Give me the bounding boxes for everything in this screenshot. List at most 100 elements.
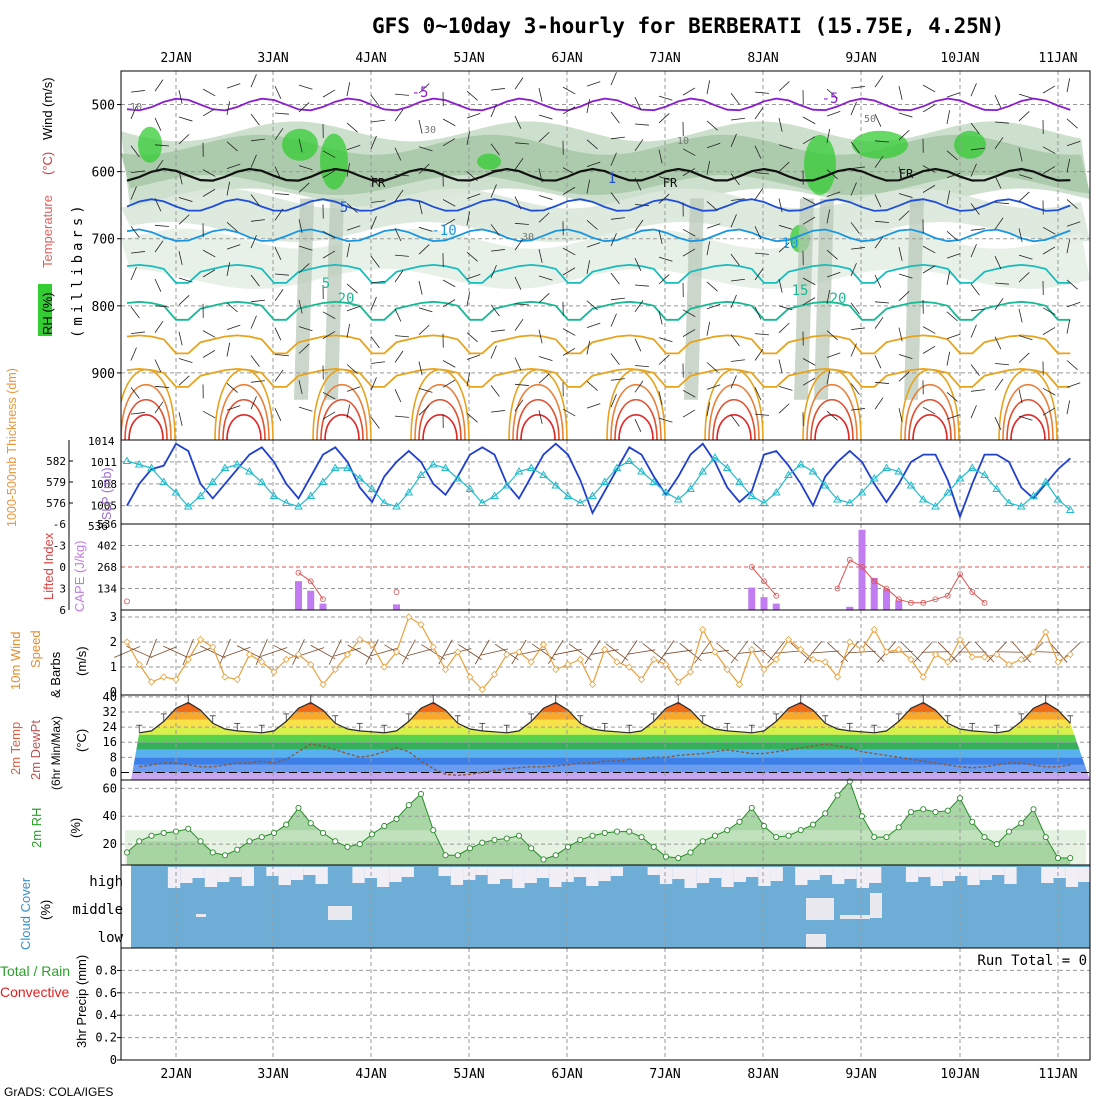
rh-marker xyxy=(296,805,301,810)
cloud-high-cell xyxy=(980,867,992,880)
rh-marker xyxy=(137,839,142,844)
temp-tick-40: 40 xyxy=(103,690,117,704)
rh-marker xyxy=(1006,829,1011,834)
cloud-mid-cell-2 xyxy=(840,915,870,919)
rh-marker xyxy=(994,841,999,846)
rh-blob-2 xyxy=(852,131,908,159)
temp-tick-32: 32 xyxy=(103,705,117,719)
rh-marker xyxy=(198,839,203,844)
rh-marker xyxy=(663,854,668,859)
temp-band-3 xyxy=(131,750,1090,758)
wind10m-barb xyxy=(811,651,839,653)
wind10m-barb xyxy=(220,639,231,665)
bottom-date-6jan: 6JAN xyxy=(551,1067,582,1082)
cloud-label: Cloud Cover xyxy=(18,877,33,950)
rh-tick-40: 40 xyxy=(103,809,117,823)
wind10m-barb xyxy=(585,640,600,663)
contour-label: 1 xyxy=(608,171,616,187)
rh-marker xyxy=(480,840,485,845)
rh-marker xyxy=(823,811,828,816)
rh-marker xyxy=(308,821,313,826)
rh-marker xyxy=(284,822,289,827)
wind10m-marker xyxy=(247,652,253,658)
rh-marker xyxy=(382,823,387,828)
wind10m-barb xyxy=(621,640,637,663)
rh-fill xyxy=(125,781,1086,865)
li-tick-6: 6 xyxy=(59,604,66,617)
wind10m-marker xyxy=(577,657,583,663)
rh-marker xyxy=(896,825,901,830)
rh-marker xyxy=(749,805,754,810)
wind10m-marker xyxy=(1043,629,1049,635)
rh-marker xyxy=(529,846,534,851)
wind10m-marker xyxy=(651,657,657,663)
wind10m-barb xyxy=(224,647,250,657)
rh-tick-60: 60 xyxy=(103,781,117,795)
rh-marker xyxy=(651,844,656,849)
cloud-high-cell xyxy=(771,867,783,881)
rh-marker xyxy=(492,837,497,842)
cloud-high-cell xyxy=(611,867,623,876)
precip-tick-0: 0 xyxy=(110,1053,117,1067)
wind10m-marker xyxy=(871,627,877,633)
bottom-date-9jan: 9JAN xyxy=(845,1067,876,1082)
contour-label: 10 xyxy=(782,236,799,252)
cloud-high-cell xyxy=(291,867,303,880)
wind10m-barb xyxy=(311,645,335,659)
temp-band-5 xyxy=(131,735,1090,743)
slp-label: SLP (mb) xyxy=(100,467,114,520)
rh-marker xyxy=(970,819,975,824)
contour-label: 5 xyxy=(340,200,348,216)
temp-band-2 xyxy=(131,757,1090,765)
ua-tick-label-900: 900 xyxy=(92,367,115,382)
bottom-date-2jan: 2JAN xyxy=(160,1067,191,1082)
cloud-high-cell xyxy=(439,867,451,876)
cape-label: CAPE (J/kg) xyxy=(72,540,87,612)
wind10m-marker xyxy=(945,659,951,665)
cape-bar xyxy=(307,591,314,610)
cape-tick-268: 268 xyxy=(97,561,117,574)
rh-marker xyxy=(467,846,472,851)
wind10m-label-line3: & Barbs xyxy=(48,651,63,698)
temp-ylabel: 2m Temp 2m DewPt (6hr Min/Max) (°C) xyxy=(8,716,89,790)
bottom-date-8jan: 8JAN xyxy=(747,1067,778,1082)
li-tick-0: 0 xyxy=(59,561,66,574)
cloud-high-cell xyxy=(229,867,241,877)
thickness-label: 1000-500mb Thickness (dm) xyxy=(5,368,19,527)
wind10m-barb xyxy=(348,645,372,659)
cloud-high-cell xyxy=(1004,867,1016,884)
slp-top-label: 1014 xyxy=(88,435,115,448)
cloud-high-cell xyxy=(955,867,967,876)
rh-marker xyxy=(173,829,178,834)
rh-marker xyxy=(712,833,717,838)
rh-marker xyxy=(859,814,864,819)
cloud-high-cell xyxy=(832,867,844,884)
cloud-high-cell xyxy=(758,867,770,886)
contour-label: FR xyxy=(899,167,914,181)
rh-marker xyxy=(590,833,595,838)
rh-marker xyxy=(333,839,338,844)
wind10m-marker xyxy=(504,652,510,658)
ylabel-rh: RH (%) xyxy=(40,292,55,335)
upper-air-ylabel: RH (%) Temperature (°C) Wind (m/s) (mill… xyxy=(38,77,86,338)
temp-label-line2: 2m DewPt xyxy=(28,720,43,780)
wind10m-barb xyxy=(402,640,415,665)
top-date-4jan: 4JAN xyxy=(355,51,386,66)
precip-label-total: Total / Rain xyxy=(0,963,70,979)
cloud-high-cell xyxy=(746,867,758,877)
temp-band-10 xyxy=(131,695,1090,704)
cloud-high-cell xyxy=(808,867,820,880)
contour-label: 15 xyxy=(792,283,809,299)
ylabel-temp: Temperature xyxy=(40,195,55,268)
rh-marker xyxy=(541,857,546,862)
cloud-high-cell xyxy=(685,867,697,888)
cloud-high-cell xyxy=(205,867,217,887)
rh-marker xyxy=(504,836,509,841)
contour-label: -5 xyxy=(412,85,429,101)
cloud-cover-panel: high middle low Cloud Cover (%) xyxy=(18,865,1090,950)
cloud-high-cell xyxy=(389,867,401,882)
top-date-10jan: 10JAN xyxy=(940,51,979,66)
